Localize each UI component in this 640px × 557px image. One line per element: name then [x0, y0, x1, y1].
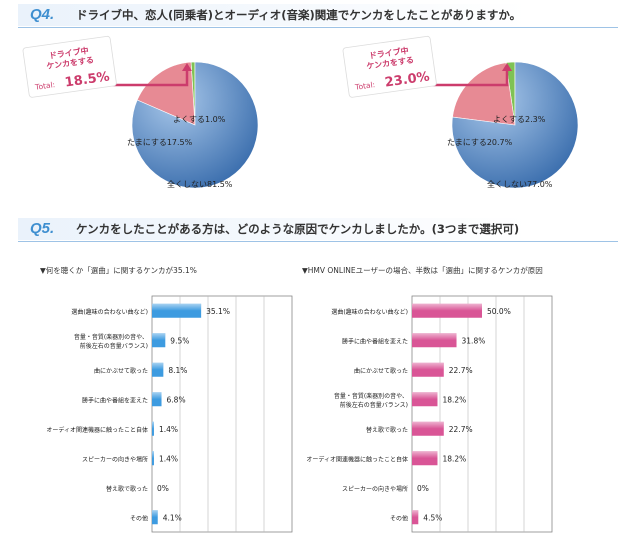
q4-number: Q4. — [30, 6, 55, 23]
bar-category-label: 勝手に曲や番組を変えた — [82, 396, 148, 404]
pie-slice-sometimes — [452, 62, 516, 126]
bar-value-label: 0% — [157, 484, 169, 493]
q5-question: ケンカをしたことがある方は、どのような原因でケンカしましたか。(3つまで選択可) — [76, 222, 520, 236]
bar-category-label: 選曲(趣味の合わない曲など) — [71, 308, 148, 316]
bar-category-label: 前後左右の音量バランス) — [80, 342, 148, 350]
bar-category-label: 前後左右の音量バランス) — [340, 401, 408, 409]
callout-total-value: 23.0% — [384, 69, 431, 90]
q4-divider — [18, 27, 618, 28]
bar-value-label: 6.8% — [167, 395, 186, 404]
callout-total-label: Total: — [34, 80, 56, 92]
bar-shine — [152, 451, 154, 459]
pie-label-not-at-all: 全くしない77.0% — [487, 179, 553, 189]
bar-value-label: 1.4% — [159, 425, 178, 434]
q4-header: Q4. ドライブ中、恋人(同乗者)とオーディオ(音楽)関連でケンカをしたことがあ… — [18, 4, 618, 26]
q5-number: Q5. — [30, 220, 55, 237]
bar-shine — [152, 333, 166, 341]
pie-slice-sometimes — [136, 61, 196, 126]
bar-shine — [152, 510, 158, 518]
bar-category-label: オーディオ関連機器に触ったこと自体 — [306, 455, 408, 463]
pie-label-often: よくする2.3% — [493, 115, 546, 124]
bar-category-label: 曲にかぶせて歌った — [354, 367, 408, 375]
q5-divider — [18, 241, 618, 242]
pie-label-often: よくする1.0% — [173, 115, 226, 124]
pie-label-sometimes: たまにする17.5% — [127, 138, 193, 147]
pie-slice-not-at-all — [451, 61, 579, 189]
bar-value-label: 22.7% — [449, 425, 473, 434]
callout-box-bg — [342, 35, 437, 98]
plot-area — [151, 295, 293, 533]
bar-shine — [152, 392, 162, 400]
bar-shine — [152, 303, 202, 311]
bar-value-label: 18.2% — [442, 454, 466, 463]
pie-label-sometimes: たまにする20.7% — [447, 138, 513, 147]
bar-category-label: 替え歌で歌った — [106, 485, 148, 493]
bar-category-label: 音量・音質(楽器別の音や、 — [74, 333, 148, 341]
q5-header: Q5. ケンカをしたことがある方は、どのような原因でケンカしましたか。(3つまで… — [18, 218, 618, 240]
bar-category-label: スピーカーの向きや場所 — [82, 455, 148, 463]
bar-chart-1-subtitle: ▼何を聴くか「選曲」に関するケンカが35.1% — [40, 266, 197, 275]
bar-shine — [152, 421, 154, 429]
bar-value-label: 31.8% — [462, 336, 486, 345]
callout-arrow — [502, 63, 512, 71]
bar-category-label: 曲にかぶせて歌った — [94, 367, 148, 375]
bar-shine — [412, 421, 444, 429]
bar-shine — [412, 333, 457, 341]
bar-value-label: 1.4% — [159, 454, 178, 463]
pie-slice-not-at-all — [131, 61, 259, 189]
bar-value-label: 0% — [417, 484, 429, 493]
bar-category-label: 替え歌で歌った — [366, 426, 408, 434]
callout-box-bg — [22, 35, 117, 98]
bar-category-label: 音量・音質(楽器別の音や、 — [334, 392, 408, 400]
bar-category-label: 選曲(趣味の合わない曲など) — [331, 308, 408, 316]
bar-category-label: その他 — [130, 514, 148, 522]
bar-category-label: スピーカーの向きや場所 — [342, 485, 408, 493]
bar-shine — [152, 362, 164, 370]
bar-value-label: 22.7% — [449, 366, 473, 375]
bar-shine — [412, 451, 438, 459]
bar-chart-2-subtitle: ▼HMV ONLINEユーザーの場合、半数は「選曲」に関するケンカが原因 — [302, 266, 543, 275]
q4-question: ドライブ中、恋人(同乗者)とオーディオ(音楽)関連でケンカをしたことがありますか… — [76, 8, 522, 22]
plot-area — [411, 295, 553, 533]
bar-category-label: 勝手に曲や番組を変えた — [342, 337, 408, 345]
bar-value-label: 8.1% — [168, 366, 187, 375]
callout-total-value: 18.5% — [64, 69, 111, 90]
callout-arrow — [182, 63, 192, 71]
bar-value-label: 50.0% — [487, 307, 511, 316]
bar-value-label: 18.2% — [442, 395, 466, 404]
bar-shine — [412, 303, 482, 311]
bar-category-label: オーディオ関連機器に触ったこと自体 — [46, 426, 148, 434]
callout-total-label: Total: — [354, 80, 376, 92]
bar-value-label: 9.5% — [170, 336, 189, 345]
pie-chart-1: 全くしない81.5%たまにする17.5%よくする1.0%ドライブ中ケンカをするT… — [22, 35, 259, 189]
bar-shine — [412, 510, 419, 518]
bar-shine — [412, 362, 444, 370]
bar-category-label: その他 — [390, 514, 408, 522]
bar-value-label: 35.1% — [206, 307, 230, 316]
pie-chart-2: 全くしない77.0%たまにする20.7%よくする2.3%ドライブ中ケンカをするT… — [342, 35, 579, 189]
pie-label-not-at-all: 全くしない81.5% — [167, 179, 233, 189]
bar-value-label: 4.1% — [163, 513, 182, 522]
bar-chart-1: 35.1% 選曲(趣味の合わない曲など) 9.5% 音量・音質(楽器別の音や、前後左右… — [46, 295, 293, 533]
bar-value-label: 4.5% — [423, 513, 442, 522]
bar-shine — [412, 392, 438, 400]
bar-chart-2: 50.0% 選曲(趣味の合わない曲など) 31.8% 勝手に曲や番組を変えた 22.7%… — [306, 295, 553, 533]
